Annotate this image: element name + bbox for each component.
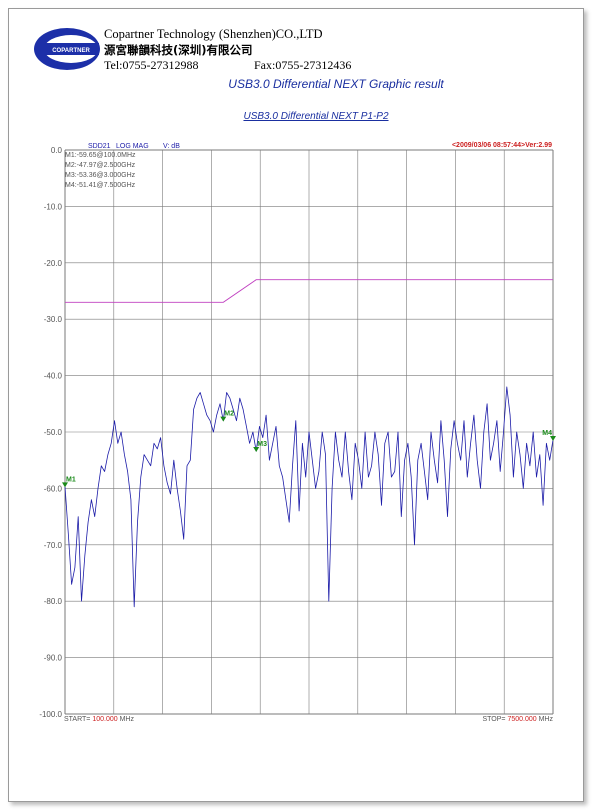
y-tick-label: -100.0: [39, 710, 62, 719]
company-name-en: Copartner Technology (Shenzhen)CO.,LTD: [104, 27, 323, 41]
marker-readout: M1:-59.65@100.0MHz M2:-47.97@2.500GHz M3…: [65, 152, 136, 189]
y-tick-label: -70.0: [44, 541, 63, 550]
company-name-cn: 源宮聯韻科技(深圳)有限公司: [104, 43, 253, 57]
start-value: 100.000: [92, 716, 117, 723]
y-tick-label: -20.0: [44, 259, 63, 268]
marker-m3-label: M3: [257, 441, 267, 448]
marker-m1-symbol: [62, 482, 68, 488]
marker-readout-m1: M1:-59.65@100.0MHz: [65, 152, 136, 159]
marker-group: M1 M2 M3 M4: [62, 411, 556, 488]
marker-readout-m4: M4:-51.41@7.500GHz: [65, 182, 136, 189]
y-tick-label: -10.0: [44, 202, 63, 211]
y-tick-label: -90.0: [44, 654, 63, 663]
report-title: USB3.0 Differential NEXT Graphic result: [228, 77, 444, 91]
logo-text: COPARTNER: [52, 48, 90, 54]
stop-unit: MHz: [537, 716, 554, 723]
chart-title: USB3.0 Differential NEXT P1-P2: [243, 111, 389, 122]
stop-prefix: STOP=: [482, 716, 507, 723]
limit-line-group: [65, 279, 553, 303]
unit-label: V: dB: [163, 143, 180, 150]
marker-m4-label: M4: [542, 430, 552, 437]
start-unit: MHz: [118, 716, 135, 723]
start-label: START= 100.000 MHz: [64, 716, 134, 723]
fax: Fax:0755-27312436: [254, 58, 352, 72]
start-prefix: START=: [64, 716, 92, 723]
y-tick-label: 0.0: [51, 146, 63, 155]
format-label: LOG MAG: [116, 143, 149, 150]
telephone: Tel:0755-27312988: [104, 58, 199, 72]
sdd21-trace: [64, 386, 554, 608]
param-label: SDD21: [88, 143, 111, 150]
marker-m4-symbol: [550, 436, 556, 441]
y-tick-label: -40.0: [44, 372, 63, 381]
marker-m2-symbol: [220, 416, 227, 422]
y-tick-label: -80.0: [44, 597, 63, 606]
marker-m2-label: M2: [224, 411, 234, 418]
company-logo: COPARTNER: [34, 28, 100, 70]
stop-label: STOP= 7500.000 MHz: [482, 716, 553, 723]
marker-m1-label: M1: [66, 476, 76, 483]
y-tick-label: -60.0: [44, 484, 63, 493]
page-frame: [8, 8, 584, 802]
marker-readout-m3: M3:-53.36@3.000GHz: [65, 172, 136, 179]
marker-readout-m2: M2:-47.97@2.500GHz: [65, 162, 136, 169]
timestamp: <2009/03/06 08:57:44>Ver:2.99: [452, 142, 552, 149]
y-tick-label: -30.0: [44, 315, 63, 324]
trace-group: [64, 386, 554, 608]
stop-value: 7500.000: [507, 716, 536, 723]
limit-line: [65, 279, 553, 303]
y-tick-labels: 0.0 -10.0 -20.0 -30.0 -40.0 -50.0 -60.0 -70.0 -8…: [39, 146, 62, 719]
marker-m3-symbol: [253, 447, 260, 452]
y-tick-label: -50.0: [44, 428, 63, 437]
